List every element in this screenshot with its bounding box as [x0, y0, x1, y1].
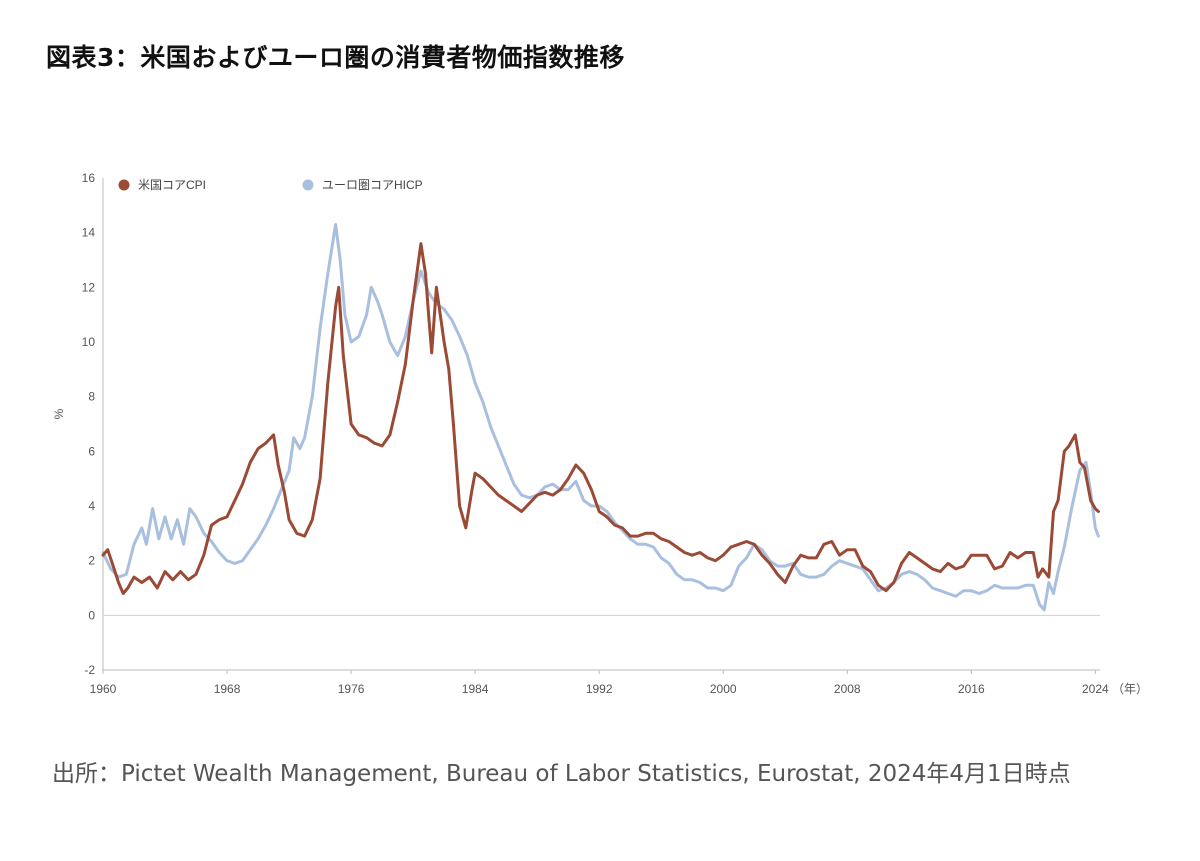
y-tick-label: 16	[82, 171, 96, 185]
y-axis-label: %	[52, 408, 66, 419]
chart-legend: 米国コアCPI ユーロ圏コアHICP	[118, 178, 423, 192]
legend-label-0: 米国コアCPI	[138, 178, 206, 192]
y-tick-label: 4	[88, 499, 95, 513]
x-tick-label: 2008	[834, 682, 861, 696]
y-tick-label: 6	[88, 444, 95, 458]
chart-axes: -2 0 2 4 6 8 10 12 14 16 1960 1968 1976 1984 1992 2000 2…	[82, 171, 1109, 696]
y-tick-label: 10	[82, 335, 96, 349]
x-tick-label: 1960	[90, 682, 117, 696]
legend-marker-0	[118, 179, 130, 191]
y-tick-label: 12	[82, 280, 96, 294]
x-axis-unit-label: （年）	[1112, 682, 1148, 696]
y-tick-label: 0	[88, 608, 95, 622]
y-tick-label: 14	[82, 226, 96, 240]
chart-series	[101, 223, 1100, 612]
x-tick-label: 1984	[462, 682, 489, 696]
legend-label-1: ユーロ圏コアHICP	[322, 178, 423, 192]
x-tick-label: 2016	[958, 682, 985, 696]
y-tick-label: -2	[84, 663, 95, 677]
series-line-1	[101, 223, 1100, 612]
x-tick-label: 1976	[338, 682, 365, 696]
chart-title: 図表3：米国およびユーロ圏の消費者物価指数推移	[46, 43, 625, 72]
x-tick-label: 1968	[214, 682, 241, 696]
x-tick-label: 2024	[1082, 682, 1109, 696]
source-note: 出所：Pictet Wealth Management, Bureau of L…	[52, 761, 1071, 787]
x-tick-label: 1992	[586, 682, 613, 696]
series-line-0	[101, 242, 1100, 595]
y-tick-label: 8	[88, 390, 95, 404]
x-tick-label: 2000	[710, 682, 737, 696]
legend-marker-1	[302, 179, 314, 191]
y-tick-label: 2	[88, 554, 95, 568]
